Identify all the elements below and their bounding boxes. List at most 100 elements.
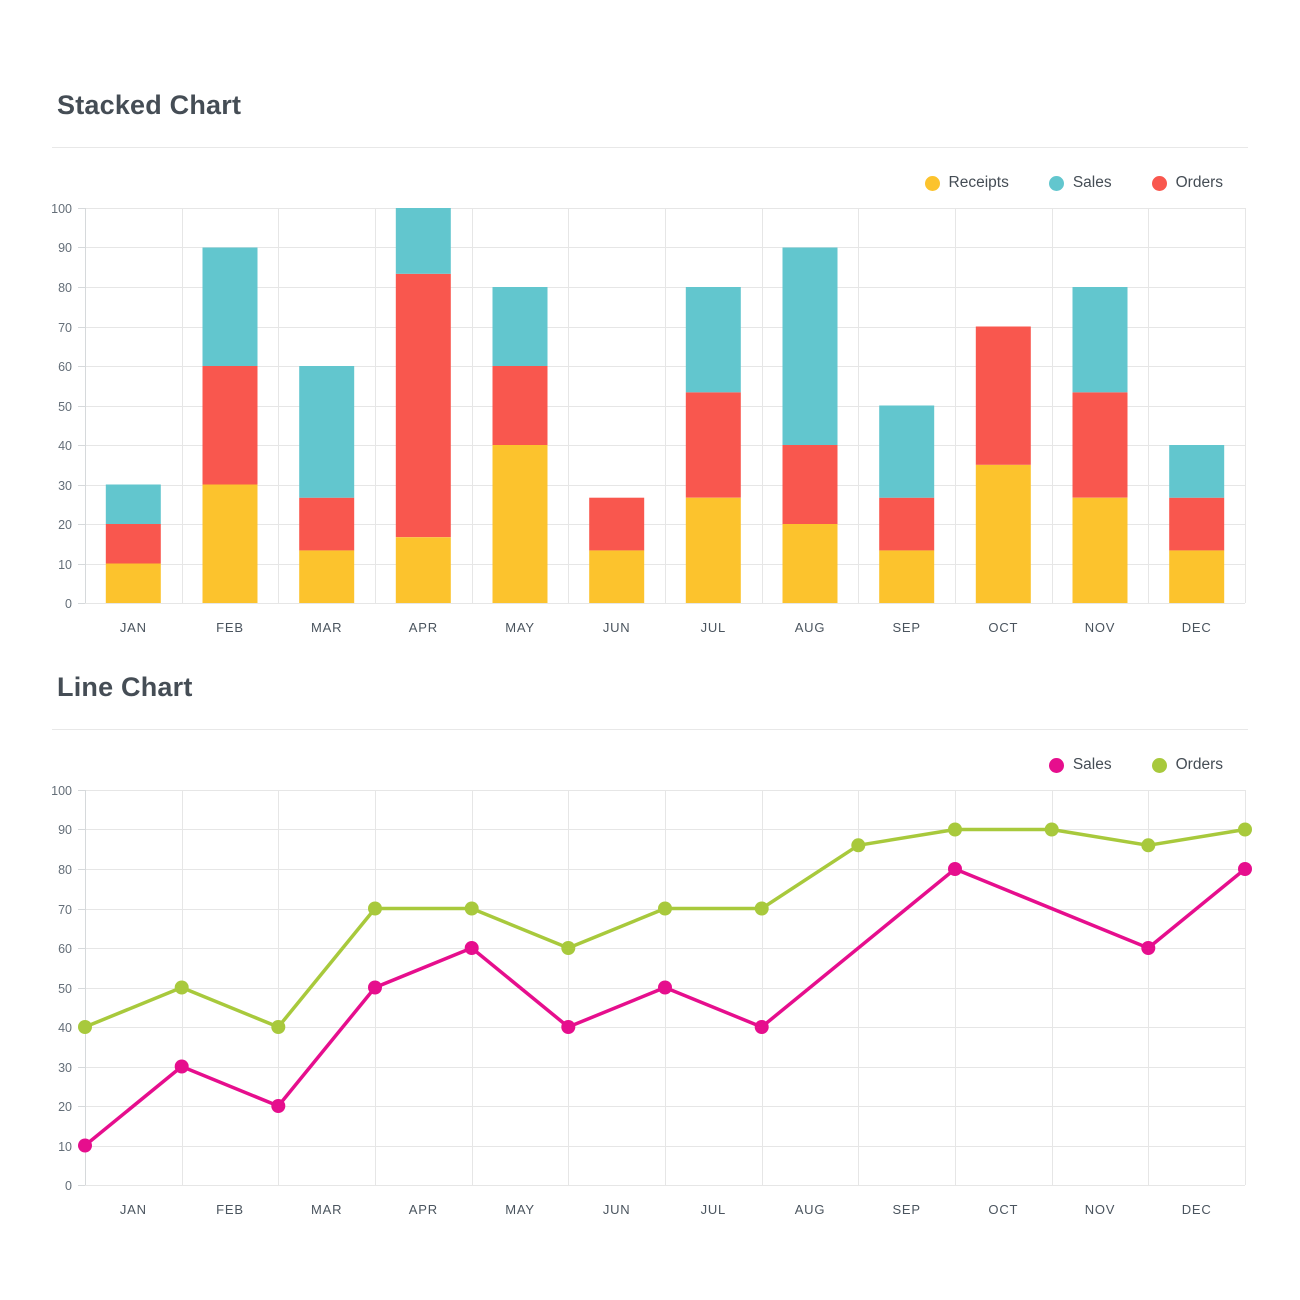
point-marker-sales[interactable] <box>658 980 672 995</box>
bar-segment-receipts[interactable] <box>395 537 451 604</box>
bar-segment-receipts[interactable] <box>202 484 258 604</box>
legend-item-receipts[interactable]: Receipts <box>924 174 1009 192</box>
bar-segment-orders[interactable] <box>299 497 355 551</box>
y-axis-label: 70 <box>58 903 72 917</box>
bar-segment-orders[interactable] <box>975 326 1031 465</box>
y-axis-label: 20 <box>58 518 72 532</box>
legend-item-sales[interactable]: Sales <box>1048 174 1112 192</box>
bar-segment-sales[interactable] <box>299 366 355 498</box>
point-marker-sales[interactable] <box>561 1020 576 1035</box>
bar-segment-receipts[interactable] <box>782 524 838 604</box>
point-marker-orders[interactable] <box>658 901 672 916</box>
point-marker-sales[interactable] <box>948 862 962 877</box>
point-marker-orders[interactable] <box>78 1020 92 1035</box>
point-marker-orders[interactable] <box>851 838 866 853</box>
x-axis-label: JUL <box>701 1202 727 1217</box>
bar-segment-receipts[interactable] <box>589 550 645 604</box>
point-marker-orders[interactable] <box>754 901 769 916</box>
y-axis-label: 70 <box>58 321 72 335</box>
bar-segment-receipts[interactable] <box>105 563 161 604</box>
x-axis-label: NOV <box>1085 1202 1116 1217</box>
point-marker-orders[interactable] <box>948 822 962 837</box>
divider <box>52 147 1248 149</box>
y-axis-label: 100 <box>51 202 72 216</box>
point-marker-sales[interactable] <box>78 1138 92 1153</box>
bar-segment-orders[interactable] <box>1169 497 1225 551</box>
point-marker-sales[interactable] <box>1141 941 1156 956</box>
stacked-chart-title: Stacked Chart <box>57 90 242 120</box>
point-marker-sales[interactable] <box>464 941 479 956</box>
y-axis-label: 100 <box>51 784 72 798</box>
line-chart-legend: Sales Orders <box>0 754 1223 776</box>
bar-segment-orders[interactable] <box>879 497 935 551</box>
point-marker-orders[interactable] <box>1141 838 1156 853</box>
bar-segment-sales[interactable] <box>395 208 451 274</box>
x-axis-label: JAN <box>120 620 147 635</box>
y-axis-label: 10 <box>58 1140 72 1154</box>
point-marker-orders[interactable] <box>368 901 382 916</box>
bar-segment-receipts[interactable] <box>975 464 1031 604</box>
x-axis-label: AUG <box>795 620 826 635</box>
bar-segment-sales[interactable] <box>202 247 258 367</box>
point-marker-orders[interactable] <box>561 941 576 956</box>
bar-segment-orders[interactable] <box>395 273 451 538</box>
bar-segment-sales[interactable] <box>782 247 838 446</box>
line-chart-section: Line Chart Sales Orders 0 10 20 30 40 50 60 70 80… <box>0 650 1300 1232</box>
bar-segment-receipts[interactable] <box>685 497 741 604</box>
legend-label: Sales <box>1072 756 1112 774</box>
bar-segment-receipts[interactable] <box>1072 497 1128 604</box>
bar-segment-sales[interactable] <box>1169 445 1225 498</box>
x-axis-label: SEP <box>892 1202 920 1217</box>
bar-segment-orders[interactable] <box>782 445 838 525</box>
point-marker-sales[interactable] <box>271 1099 286 1114</box>
y-axis-label: 60 <box>58 360 72 374</box>
point-marker-sales[interactable] <box>754 1020 769 1035</box>
x-axis-label: APR <box>409 620 438 635</box>
x-axis-label: JAN <box>120 1202 147 1217</box>
x-axis-label: JUL <box>701 620 727 635</box>
stacked-bar-chart: 0 10 20 30 40 50 60 70 80 90 100 JAN FEB MAR APR MAY JUN… <box>51 202 1246 635</box>
bar-segment-orders[interactable] <box>1072 392 1128 498</box>
x-axis-label: OCT <box>988 1202 1018 1217</box>
bar-segment-receipts[interactable] <box>492 445 548 604</box>
x-axis-label: MAY <box>505 1202 535 1217</box>
point-marker-orders[interactable] <box>1044 822 1059 837</box>
bar-segment-orders[interactable] <box>589 497 645 551</box>
point-marker-sales[interactable] <box>368 980 382 995</box>
x-axis-label: DEC <box>1182 620 1212 635</box>
bar-segment-sales[interactable] <box>685 287 741 393</box>
legend-label: Sales <box>1072 174 1112 192</box>
bar-segment-orders[interactable] <box>105 524 161 564</box>
bar-segment-sales[interactable] <box>492 287 548 367</box>
y-axis-label: 80 <box>58 281 72 295</box>
x-axis-label: AUG <box>795 1202 826 1217</box>
bar-segment-orders[interactable] <box>202 366 258 485</box>
legend-item-sales[interactable]: Sales <box>1048 756 1112 774</box>
stacked-chart-legend: Receipts Sales Orders <box>0 172 1223 194</box>
point-marker-sales[interactable] <box>174 1059 189 1074</box>
bar-segment-sales[interactable] <box>879 405 935 498</box>
y-axis-label: 50 <box>58 400 72 414</box>
x-axis-label: MAY <box>505 620 535 635</box>
point-marker-orders[interactable] <box>271 1020 286 1035</box>
point-marker-sales[interactable] <box>1238 862 1252 877</box>
x-axis-label: MAR <box>311 620 342 635</box>
legend-item-orders[interactable]: Orders <box>1151 174 1223 192</box>
y-axis-label: 60 <box>58 942 72 956</box>
bar-segment-receipts[interactable] <box>1169 550 1225 604</box>
y-axis-label: 40 <box>58 1021 72 1035</box>
point-marker-orders[interactable] <box>174 980 189 995</box>
bar-segment-sales[interactable] <box>1072 287 1128 393</box>
bar-segment-orders[interactable] <box>685 392 741 498</box>
legend-item-orders[interactable]: Orders <box>1151 756 1223 774</box>
y-axis-label: 80 <box>58 863 72 877</box>
point-marker-orders[interactable] <box>1238 822 1252 837</box>
bar-segment-receipts[interactable] <box>299 550 355 604</box>
bar-segment-receipts[interactable] <box>879 550 935 604</box>
point-marker-orders[interactable] <box>464 901 479 916</box>
y-axis-label: 90 <box>58 241 72 255</box>
line-chart-title: Line Chart <box>57 672 193 703</box>
bar-segment-sales[interactable] <box>105 484 161 525</box>
bar-segment-orders[interactable] <box>492 366 548 446</box>
y-axis-label: 40 <box>58 439 72 453</box>
